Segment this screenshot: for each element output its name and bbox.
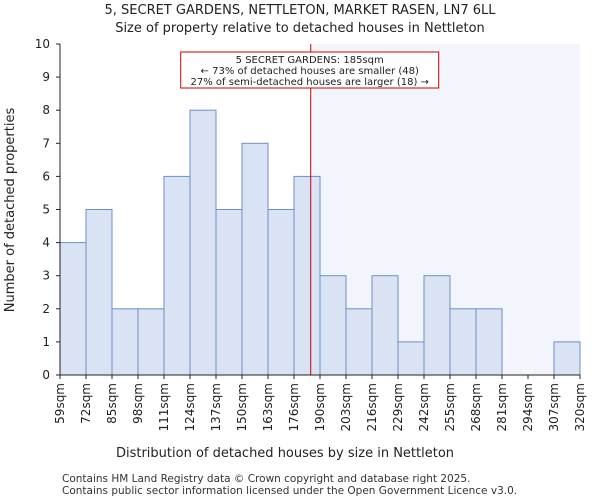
x-tick-label: 320sqm — [573, 383, 587, 431]
x-tick-label: 216sqm — [365, 383, 379, 431]
bar-268sqm — [475, 308, 503, 376]
bar-150sqm — [241, 142, 269, 376]
y-axis-label: Number of detached properties — [3, 108, 18, 313]
bar-59sqm — [59, 242, 87, 376]
x-axis-label: Distribution of detached houses by size … — [116, 446, 454, 461]
x-tick-label: 111sqm — [157, 383, 171, 431]
x-tick-label: 163sqm — [261, 383, 275, 431]
x-tick-label: 268sqm — [469, 383, 483, 431]
bar-242sqm — [423, 275, 451, 376]
annotation-box — [180, 51, 440, 89]
title-line-1: 5, SECRET GARDENS, NETTLETON, MARKET RAS… — [104, 3, 496, 18]
x-tick-label: 98sqm — [131, 383, 145, 424]
bar-111sqm — [163, 175, 191, 376]
y-tick-label: 10 — [35, 37, 50, 51]
bar-163sqm — [267, 209, 295, 376]
y-tick-label: 8 — [42, 103, 50, 117]
x-tick-label: 242sqm — [417, 383, 431, 431]
x-tick-label: 294sqm — [521, 383, 535, 431]
annotation-line-1: 5 SECRET GARDENS: 185sqm — [236, 55, 384, 66]
y-tick-label: 1 — [42, 335, 50, 349]
x-tick-label: 59sqm — [53, 383, 67, 424]
bar-176sqm — [293, 175, 321, 376]
bar-229sqm — [397, 341, 425, 376]
x-tick-label: 281sqm — [495, 383, 509, 431]
footer-line-2: Contains public sector information licen… — [62, 485, 517, 497]
y-tick-label: 3 — [42, 269, 50, 283]
bar-203sqm — [345, 308, 373, 376]
y-tick-label: 5 — [42, 203, 50, 217]
x-tick-label: 203sqm — [339, 383, 353, 431]
x-tick-label: 124sqm — [183, 383, 197, 431]
bar-190sqm — [319, 275, 347, 376]
bar-72sqm — [85, 209, 113, 376]
x-tick-label: 72sqm — [79, 383, 93, 424]
y-tick-label: 4 — [42, 236, 50, 250]
x-tick-label: 190sqm — [313, 383, 327, 431]
y-tick-label: 7 — [42, 136, 50, 150]
annotation-line-2: ← 73% of detached houses are smaller (48… — [201, 66, 419, 77]
x-tick-label: 137sqm — [209, 383, 223, 431]
footer-line-1: Contains HM Land Registry data © Crown c… — [62, 473, 470, 485]
y-tick-label: 6 — [42, 169, 50, 183]
bar-255sqm — [449, 308, 477, 376]
bar-98sqm — [137, 308, 165, 376]
x-tick-label: 255sqm — [443, 383, 457, 431]
bar-307sqm — [553, 341, 581, 376]
footer-credits: Contains HM Land Registry data © Crown c… — [62, 473, 517, 497]
y-tick-label: 2 — [42, 302, 50, 316]
x-tick-label: 307sqm — [547, 383, 561, 431]
y-tick-label: 0 — [42, 368, 50, 382]
annotation-line-3: 27% of semi-detached houses are larger (… — [191, 77, 429, 88]
x-tick-label: 150sqm — [235, 383, 249, 431]
bar-137sqm — [215, 209, 243, 376]
title-line-2: Size of property relative to detached ho… — [115, 21, 485, 36]
bar-124sqm — [189, 109, 217, 376]
bar-85sqm — [111, 308, 139, 376]
bar-216sqm — [371, 275, 399, 376]
x-tick-label: 229sqm — [391, 383, 405, 431]
x-tick-label: 176sqm — [287, 383, 301, 431]
chart-title: 5, SECRET GARDENS, NETTLETON, MARKET RAS… — [104, 3, 496, 36]
y-tick-label: 9 — [42, 70, 50, 84]
x-tick-label: 85sqm — [105, 383, 119, 424]
